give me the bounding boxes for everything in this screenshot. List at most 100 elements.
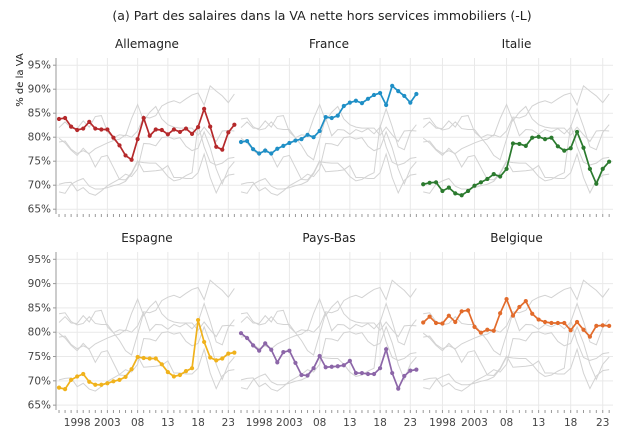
x-tick-label: 08 <box>131 417 144 429</box>
data-point-allemagne-2014 <box>171 127 177 132</box>
data-point-italie-2001 <box>459 193 464 198</box>
x-tick-label: 13 <box>161 417 174 429</box>
ghost-series-italie <box>423 325 610 392</box>
data-point-allemagne-1999 <box>81 126 86 131</box>
data-point-espagne-2004 <box>111 379 116 384</box>
data-point-italie-2003 <box>472 183 477 188</box>
panel-allemagne: Allemagne 65% 70% 75% 80% 85% 90% 95% <box>28 37 238 217</box>
panel-france: France <box>238 37 420 217</box>
data-point-italie-1999 <box>446 185 451 190</box>
y-tick-label: 75% <box>28 156 51 168</box>
data-point-belgique-2014 <box>542 319 548 325</box>
data-point-belgique-1998 <box>440 321 445 326</box>
data-point-pays-bas-2000 <box>269 347 274 352</box>
ghost-series-pays-bas <box>58 332 235 390</box>
data-point-italie-2002 <box>465 188 471 194</box>
data-point-italie-2008 <box>504 166 509 171</box>
panel-title: Italie <box>502 37 532 51</box>
data-point-allemagne-1998 <box>75 127 80 133</box>
data-point-espagne-1998 <box>75 374 80 379</box>
data-point-italie-2013 <box>536 134 541 139</box>
panel-belgique: Belgique 1998 2003 08 13 18 23 <box>420 231 613 429</box>
data-point-allemagne-2005 <box>117 143 122 148</box>
ghost-series-allemagne <box>423 302 610 356</box>
data-point-france-2017 <box>371 92 377 98</box>
panel-title: Belgique <box>490 231 543 245</box>
data-point-pays-bas-2017 <box>371 371 377 377</box>
data-point-france-2010 <box>329 115 334 121</box>
data-point-allemagne-2001 <box>93 126 98 131</box>
data-point-allemagne-2019 <box>202 106 207 111</box>
y-tick-label: 95% <box>28 254 51 266</box>
data-point-france-2007 <box>311 135 316 140</box>
data-point-france-2011 <box>335 113 340 118</box>
data-point-france-2022 <box>402 93 407 99</box>
data-point-pays-bas-2016 <box>365 371 371 377</box>
data-point-pays-bas-1998 <box>257 348 262 353</box>
ghost-series-belgique <box>240 297 417 338</box>
data-point-pays-bas-2013 <box>347 358 352 363</box>
data-point-france-2003 <box>287 140 292 146</box>
data-point-pays-bas-2002 <box>281 350 286 355</box>
data-point-france-2014 <box>353 98 359 103</box>
data-point-belgique-2023 <box>600 323 605 328</box>
ghost-series-allemagne <box>423 107 610 161</box>
ghost-series-belgique <box>422 103 610 143</box>
data-point-pays-bas-2015 <box>359 370 365 376</box>
series-line-espagne <box>58 319 235 391</box>
data-point-allemagne-2017 <box>189 131 195 136</box>
data-point-pays-bas-2003 <box>287 348 292 353</box>
data-point-espagne-2001 <box>93 382 98 387</box>
data-point-allemagne-2009 <box>141 115 146 121</box>
data-point-belgique-2007 <box>498 311 503 316</box>
data-point-allemagne-2008 <box>135 137 140 142</box>
data-point-pays-bas-1996 <box>244 335 250 341</box>
data-point-espagne-2000 <box>87 379 92 384</box>
ghost-series-pays-bas <box>58 137 235 195</box>
x-tick-label: 23 <box>596 417 609 429</box>
chart-title: (a) Part des salaires dans la VA nette h… <box>112 8 531 23</box>
x-tick-label: 13 <box>532 417 545 429</box>
data-point-espagne-2010 <box>147 356 152 361</box>
y-tick-label: 90% <box>28 278 51 290</box>
data-point-france-2002 <box>281 143 286 148</box>
data-point-italie-2020 <box>581 145 586 150</box>
data-point-pays-bas-2010 <box>329 364 334 369</box>
data-point-france-1999 <box>263 148 268 153</box>
data-point-espagne-2009 <box>141 355 146 361</box>
data-point-pays-bas-2012 <box>341 363 346 368</box>
panel-title: Allemagne <box>115 37 179 51</box>
data-point-pays-bas-2023 <box>408 368 413 373</box>
y-axis-label: % de la VA <box>15 53 26 107</box>
ghost-series-pays-bas <box>422 137 610 195</box>
data-point-belgique-2005 <box>485 327 490 332</box>
data-point-italie-2023 <box>600 166 605 171</box>
data-point-espagne-2023 <box>226 351 231 356</box>
data-point-france-2012 <box>341 103 346 109</box>
data-point-france-2016 <box>365 96 371 101</box>
ghost-series-italie <box>240 130 417 196</box>
data-point-italie-2012 <box>530 135 535 140</box>
data-point-france-2013 <box>347 100 352 105</box>
ghost-series-espagne <box>423 125 610 194</box>
data-point-italie-2004 <box>478 180 484 185</box>
data-point-allemagne-2011 <box>153 127 158 132</box>
data-point-italie-2024 <box>607 159 612 164</box>
data-point-italie-2019 <box>574 129 580 135</box>
data-point-pays-bas-2004 <box>293 360 298 365</box>
data-point-belgique-2015 <box>549 320 554 326</box>
data-point-france-2001 <box>275 146 280 151</box>
data-point-italie-2011 <box>523 143 528 148</box>
data-point-belgique-2008 <box>504 297 509 302</box>
data-point-pays-bas-1997 <box>251 343 256 348</box>
y-tick-label: 65% <box>28 400 51 412</box>
panel-title: Pays-Bas <box>302 231 355 245</box>
data-point-allemagne-2021 <box>214 144 219 149</box>
data-point-allemagne-2012 <box>159 127 164 133</box>
data-point-pays-bas-2008 <box>317 353 322 359</box>
y-tick-label: 80% <box>28 327 51 339</box>
y-tick-label: 95% <box>28 60 51 72</box>
x-tick-label: 18 <box>373 417 386 429</box>
data-point-espagne-2021 <box>214 358 219 363</box>
data-point-belgique-1999 <box>446 313 451 318</box>
